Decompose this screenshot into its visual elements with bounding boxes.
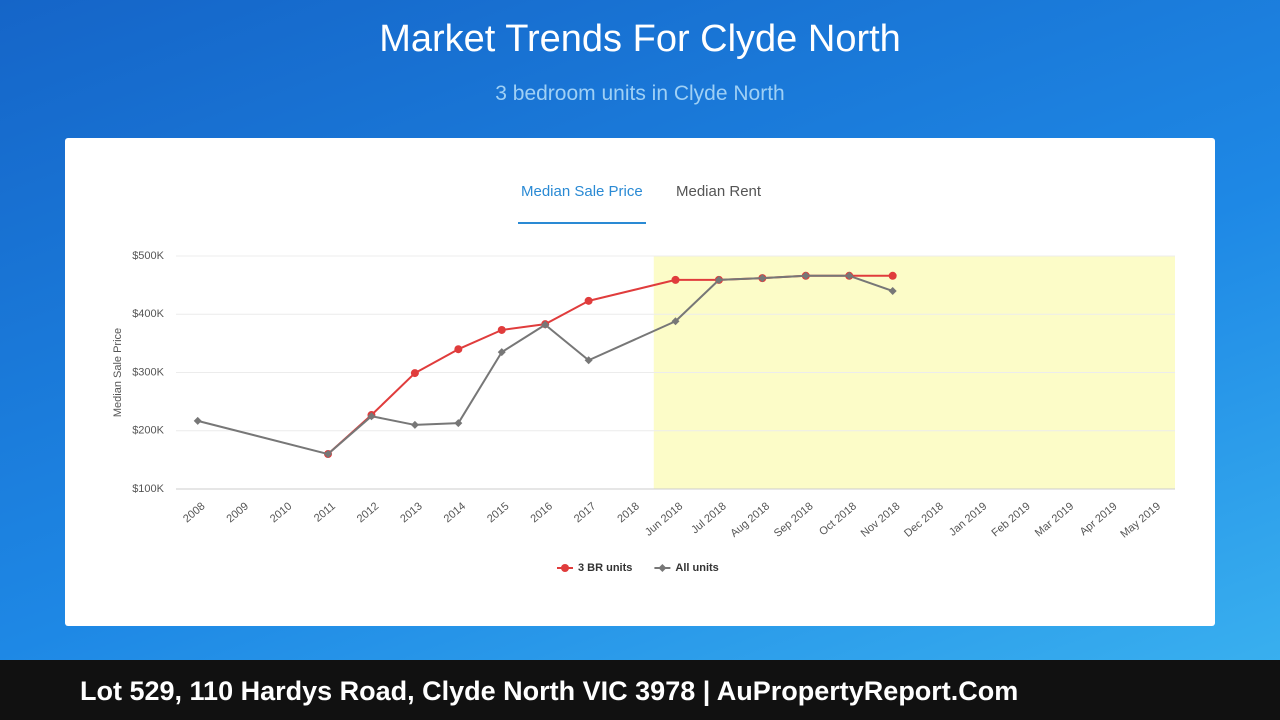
x-tick-label: 2014 xyxy=(442,500,468,525)
line-segment xyxy=(327,415,373,455)
x-tick-label: 2018 xyxy=(615,500,641,525)
data-point xyxy=(658,564,667,572)
line-segment xyxy=(414,422,459,426)
data-point xyxy=(193,416,202,425)
line-segment xyxy=(457,351,503,424)
data-point xyxy=(367,412,376,421)
line-segment xyxy=(588,320,676,362)
line-segment xyxy=(544,323,590,362)
y-tick-label: $100K xyxy=(132,483,164,495)
x-tick-label: Mar 2019 xyxy=(1033,500,1076,539)
line-segment xyxy=(370,372,416,416)
data-point xyxy=(758,274,767,283)
tab[interactable]: Median Rent xyxy=(676,183,762,200)
data-point xyxy=(671,275,680,284)
x-tick-label: 2015 xyxy=(485,500,511,525)
line-segment xyxy=(762,274,806,280)
data-point xyxy=(497,325,506,334)
legend-label: All units xyxy=(675,562,718,574)
x-tick-label: Feb 2019 xyxy=(989,500,1032,539)
line-segment xyxy=(414,348,459,374)
x-tick-label: 2010 xyxy=(268,500,294,525)
x-tick-label: Jun 2018 xyxy=(643,500,685,538)
x-tick-label: Jan 2019 xyxy=(947,500,989,538)
data-point xyxy=(454,345,463,354)
x-tick-label: Dec 2018 xyxy=(902,500,946,539)
x-tick-label: Sep 2018 xyxy=(772,500,816,539)
x-tick-label: Nov 2018 xyxy=(859,500,903,539)
data-point xyxy=(801,271,810,280)
y-axis-label: Median Sale Price xyxy=(112,328,124,417)
line-segment xyxy=(674,279,720,322)
line-segment xyxy=(848,274,894,292)
data-point xyxy=(714,275,723,284)
data-point xyxy=(584,296,593,305)
data-point xyxy=(584,356,593,365)
y-tick-label: $300K xyxy=(132,366,164,378)
data-point xyxy=(888,271,897,280)
x-tick-label: Aug 2018 xyxy=(728,500,772,539)
data-point xyxy=(454,419,463,428)
line-segment xyxy=(197,419,329,456)
line-segment xyxy=(588,278,676,302)
data-point xyxy=(671,317,680,326)
tab[interactable]: Median Sale Price xyxy=(518,183,646,224)
line-segment xyxy=(718,277,763,281)
data-point xyxy=(541,320,550,329)
x-tick-label: 2013 xyxy=(398,500,424,525)
x-tick-label: 2016 xyxy=(529,500,555,525)
legend-label: 3 BR units xyxy=(578,562,632,574)
data-point xyxy=(410,420,419,429)
data-point xyxy=(497,348,506,357)
line-segment xyxy=(501,323,546,353)
x-tick-label: 2009 xyxy=(224,500,250,525)
y-tick-label: $400K xyxy=(132,308,164,320)
data-point xyxy=(410,369,419,378)
page-subtitle: 3 bedroom units in Clyde North xyxy=(495,82,785,105)
data-point xyxy=(561,564,569,572)
page-title: Market Trends For Clyde North xyxy=(379,18,901,60)
data-point xyxy=(888,286,897,295)
x-tick-label: Jul 2018 xyxy=(689,500,729,536)
x-tick-label: May 2019 xyxy=(1118,500,1163,540)
data-point xyxy=(324,450,333,459)
y-tick-label: $200K xyxy=(132,425,164,437)
x-tick-label: Apr 2019 xyxy=(1078,500,1120,538)
x-tick-label: Oct 2018 xyxy=(817,500,859,538)
x-tick-label: 2017 xyxy=(572,500,598,525)
x-tick-label: 2012 xyxy=(355,500,381,525)
line-segment xyxy=(371,415,416,426)
x-tick-label: 2011 xyxy=(312,500,338,524)
y-tick-label: $500K xyxy=(132,250,164,262)
line-segment xyxy=(501,323,546,331)
chart: $100K $200K $300K $400K $500K Median Sale Pri… xyxy=(112,250,1175,574)
footer: Lot 529, 110 Hardys Road, Clyde North VI… xyxy=(0,660,1280,720)
data-point xyxy=(845,271,854,280)
x-tick-label: 2008 xyxy=(181,500,207,525)
line-segment xyxy=(457,329,503,351)
line-segment xyxy=(544,299,590,326)
